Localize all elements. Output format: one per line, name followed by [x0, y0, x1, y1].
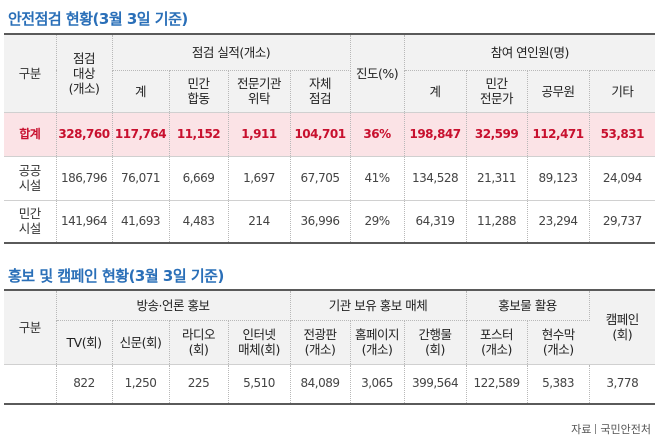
- row-label: 민간 시설: [4, 200, 57, 244]
- cell-publication: 399,564: [404, 364, 467, 405]
- cell-perf-self: 36,996: [290, 200, 351, 244]
- col-poster: 포스터 (개소): [466, 320, 528, 365]
- promo-section-title: 홍보 및 캠페인 현황(3월 3일 기준): [8, 267, 224, 285]
- row-label: 합계: [4, 112, 57, 157]
- col-group-performance: 점검 실적(개소): [112, 34, 351, 71]
- col-progress: 진도(%): [350, 34, 405, 113]
- cell-radio: 225: [169, 364, 229, 405]
- cell-internet: 5,510: [228, 364, 291, 405]
- cell-progress: 36%: [350, 112, 405, 157]
- cell-part-official: 89,123: [527, 156, 590, 201]
- row-label: 공공 시설: [4, 156, 57, 201]
- col-perf-expert: 전문기관 위탁: [228, 70, 291, 113]
- cell-billboard: 84,089: [290, 364, 351, 405]
- cell-perf-total: 117,764: [112, 112, 170, 157]
- cell-progress: 41%: [350, 156, 405, 201]
- cell-part-official: 23,294: [527, 200, 590, 244]
- cell-banner: 5,383: [527, 364, 590, 405]
- source-value: 국민안전처: [600, 423, 651, 436]
- cell-perf-total: 76,071: [112, 156, 170, 201]
- cell-part-other: 24,094: [589, 156, 656, 201]
- promotion-table: 구분 방송·언론 홍보 기관 보유 홍보 매체 홍보물 활용 캠페인 (회) T…: [4, 289, 656, 405]
- cell-target: 186,796: [56, 156, 113, 201]
- cell-progress: 29%: [350, 200, 405, 244]
- cell-newspaper: 1,250: [112, 364, 170, 405]
- row-label-empty: [4, 364, 57, 405]
- col-group-broadcast: 방송·언론 홍보: [56, 290, 291, 321]
- table-row-total: 합계 328,760 117,764 11,152 1,911 104,701 …: [4, 112, 656, 157]
- safety-section-title: 안전점검 현황(3월 3일 기준): [8, 10, 188, 28]
- col-banner: 현수막 (개소): [527, 320, 590, 365]
- source-note: 자료 국민안전처: [571, 421, 651, 437]
- cell-poster: 122,589: [466, 364, 528, 405]
- col-part-total: 계: [404, 70, 467, 113]
- cell-part-other: 29,737: [589, 200, 656, 244]
- col-part-expert: 민간 전문가: [466, 70, 528, 113]
- col-internet: 인터넷 매체(회): [228, 320, 291, 365]
- cell-part-expert: 32,599: [466, 112, 528, 157]
- col-perf-total: 계: [112, 70, 170, 113]
- cell-perf-private: 6,669: [169, 156, 229, 201]
- table-row-private: 민간 시설 141,964 41,693 4,483 214 36,996 29…: [4, 200, 656, 244]
- cell-campaign: 3,778: [589, 364, 656, 405]
- col-target: 점검 대상 (개소): [56, 34, 113, 113]
- col-part-other: 기타: [589, 70, 656, 113]
- col-tv: TV(회): [56, 320, 113, 365]
- col-group-participants: 참여 연인원(명): [404, 34, 656, 71]
- cell-part-total: 198,847: [404, 112, 467, 157]
- cell-perf-self: 104,701: [290, 112, 351, 157]
- col-perf-self: 자체 점검: [290, 70, 351, 113]
- col-group-media: 기관 보유 홍보 매체: [290, 290, 467, 321]
- col-billboard: 전광판 (개소): [290, 320, 351, 365]
- cell-perf-expert: 1,911: [228, 112, 291, 157]
- cell-target: 141,964: [56, 200, 113, 244]
- cell-perf-private: 11,152: [169, 112, 229, 157]
- col-perf-private: 민간 합동: [169, 70, 229, 113]
- col-group-material: 홍보물 활용: [466, 290, 590, 321]
- cell-perf-expert: 1,697: [228, 156, 291, 201]
- col-newspaper: 신문(회): [112, 320, 170, 365]
- safety-inspection-table: 구분 점검 대상 (개소) 점검 실적(개소) 진도(%) 참여 연인원(명) …: [4, 33, 656, 244]
- col-campaign: 캠페인 (회): [589, 290, 656, 365]
- cell-part-official: 112,471: [527, 112, 590, 157]
- cell-homepage: 3,065: [350, 364, 405, 405]
- col-category: 구분: [4, 34, 57, 113]
- cell-part-expert: 11,288: [466, 200, 528, 244]
- cell-perf-expert: 214: [228, 200, 291, 244]
- cell-part-other: 53,831: [589, 112, 656, 157]
- cell-perf-self: 67,705: [290, 156, 351, 201]
- col-radio: 라디오 (회): [169, 320, 229, 365]
- col-homepage: 홈페이지 (개소): [350, 320, 405, 365]
- cell-tv: 822: [56, 364, 113, 405]
- col-part-official: 공무원: [527, 70, 590, 113]
- cell-perf-total: 41,693: [112, 200, 170, 244]
- col-publication: 간행물 (회): [404, 320, 467, 365]
- cell-part-total: 134,528: [404, 156, 467, 201]
- table-row: 822 1,250 225 5,510 84,089 3,065 399,564…: [4, 364, 656, 405]
- source-divider: [595, 424, 597, 434]
- col-category: 구분: [4, 290, 57, 365]
- cell-perf-private: 4,483: [169, 200, 229, 244]
- table-row-public: 공공 시설 186,796 76,071 6,669 1,697 67,705 …: [4, 156, 656, 201]
- cell-part-expert: 21,311: [466, 156, 528, 201]
- cell-target: 328,760: [56, 112, 113, 157]
- cell-part-total: 64,319: [404, 200, 467, 244]
- source-label: 자료: [571, 423, 592, 436]
